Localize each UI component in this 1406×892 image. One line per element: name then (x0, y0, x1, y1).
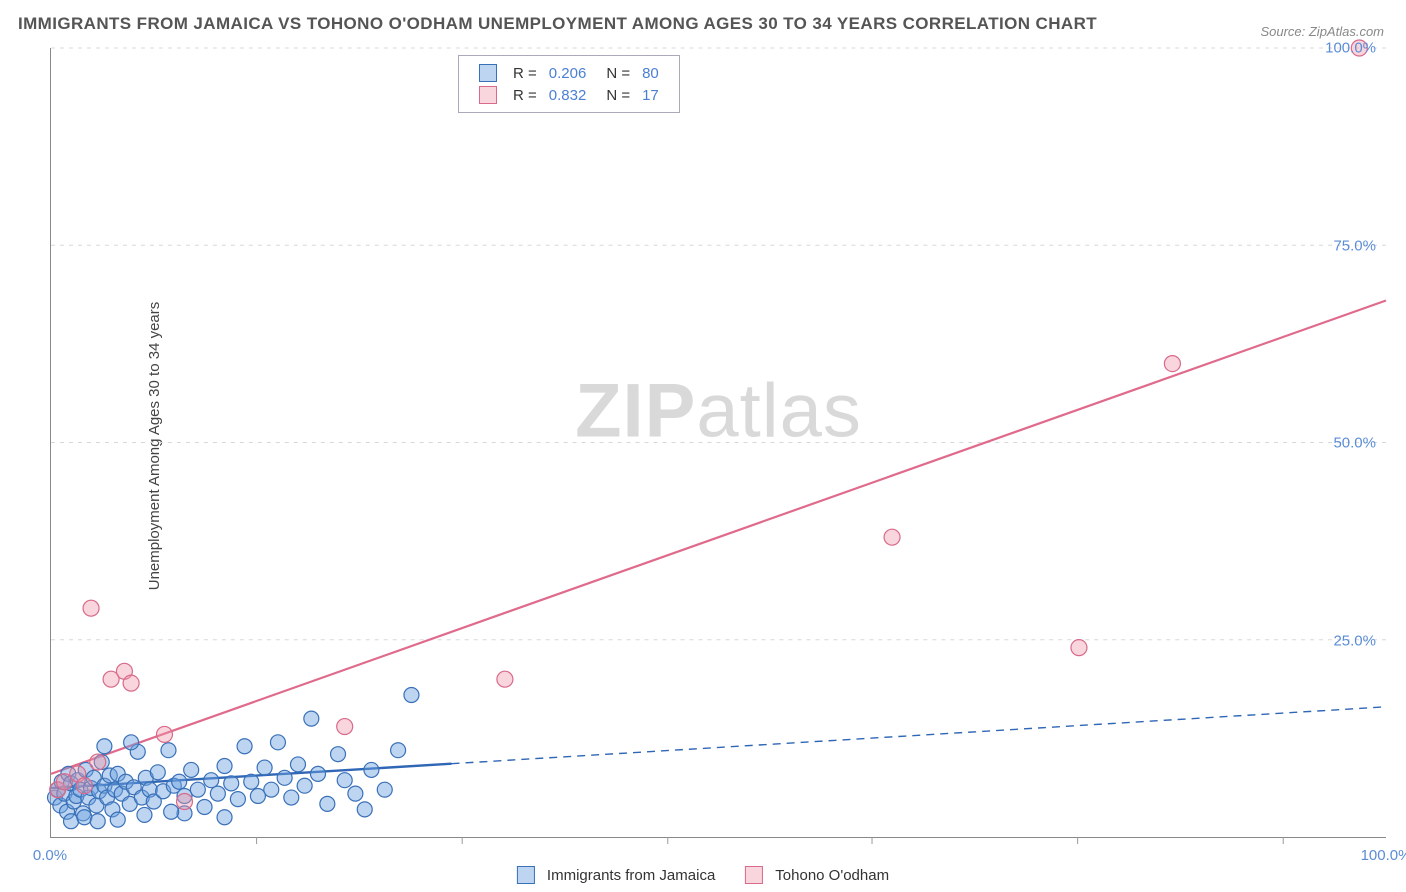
correlation-legend: R =0.206 N =80 R =0.832 N =17 (458, 55, 680, 113)
series-legend: Immigrants from Jamaica Tohono O'odham (517, 866, 889, 884)
legend-item-blue: Immigrants from Jamaica (517, 866, 715, 884)
x-tick-label: 100.0% (1361, 847, 1406, 864)
scatter-svg (51, 48, 1386, 837)
legend-item-pink: Tohono O'odham (745, 866, 889, 884)
legend-label-blue: Immigrants from Jamaica (547, 867, 715, 884)
legend-swatch-pink (479, 86, 497, 104)
plot-area: ZIPatlas (50, 48, 1386, 838)
y-tick-label: 100.0% (1325, 40, 1376, 57)
source-attribution: Source: ZipAtlas.com (1260, 24, 1384, 39)
y-tick-label: 50.0% (1333, 435, 1376, 452)
y-tick-label: 25.0% (1333, 632, 1376, 649)
legend-row-blue: R =0.206 N =80 (473, 62, 665, 84)
legend-swatch-blue (479, 64, 497, 82)
legend-swatch-blue-icon (517, 866, 535, 884)
chart-title: IMMIGRANTS FROM JAMAICA VS TOHONO O'ODHA… (18, 14, 1097, 34)
y-tick-label: 75.0% (1333, 237, 1376, 254)
legend-row-pink: R =0.832 N =17 (473, 84, 665, 106)
x-tick-label: 0.0% (33, 847, 67, 864)
legend-label-pink: Tohono O'odham (775, 867, 889, 884)
legend-swatch-pink-icon (745, 866, 763, 884)
